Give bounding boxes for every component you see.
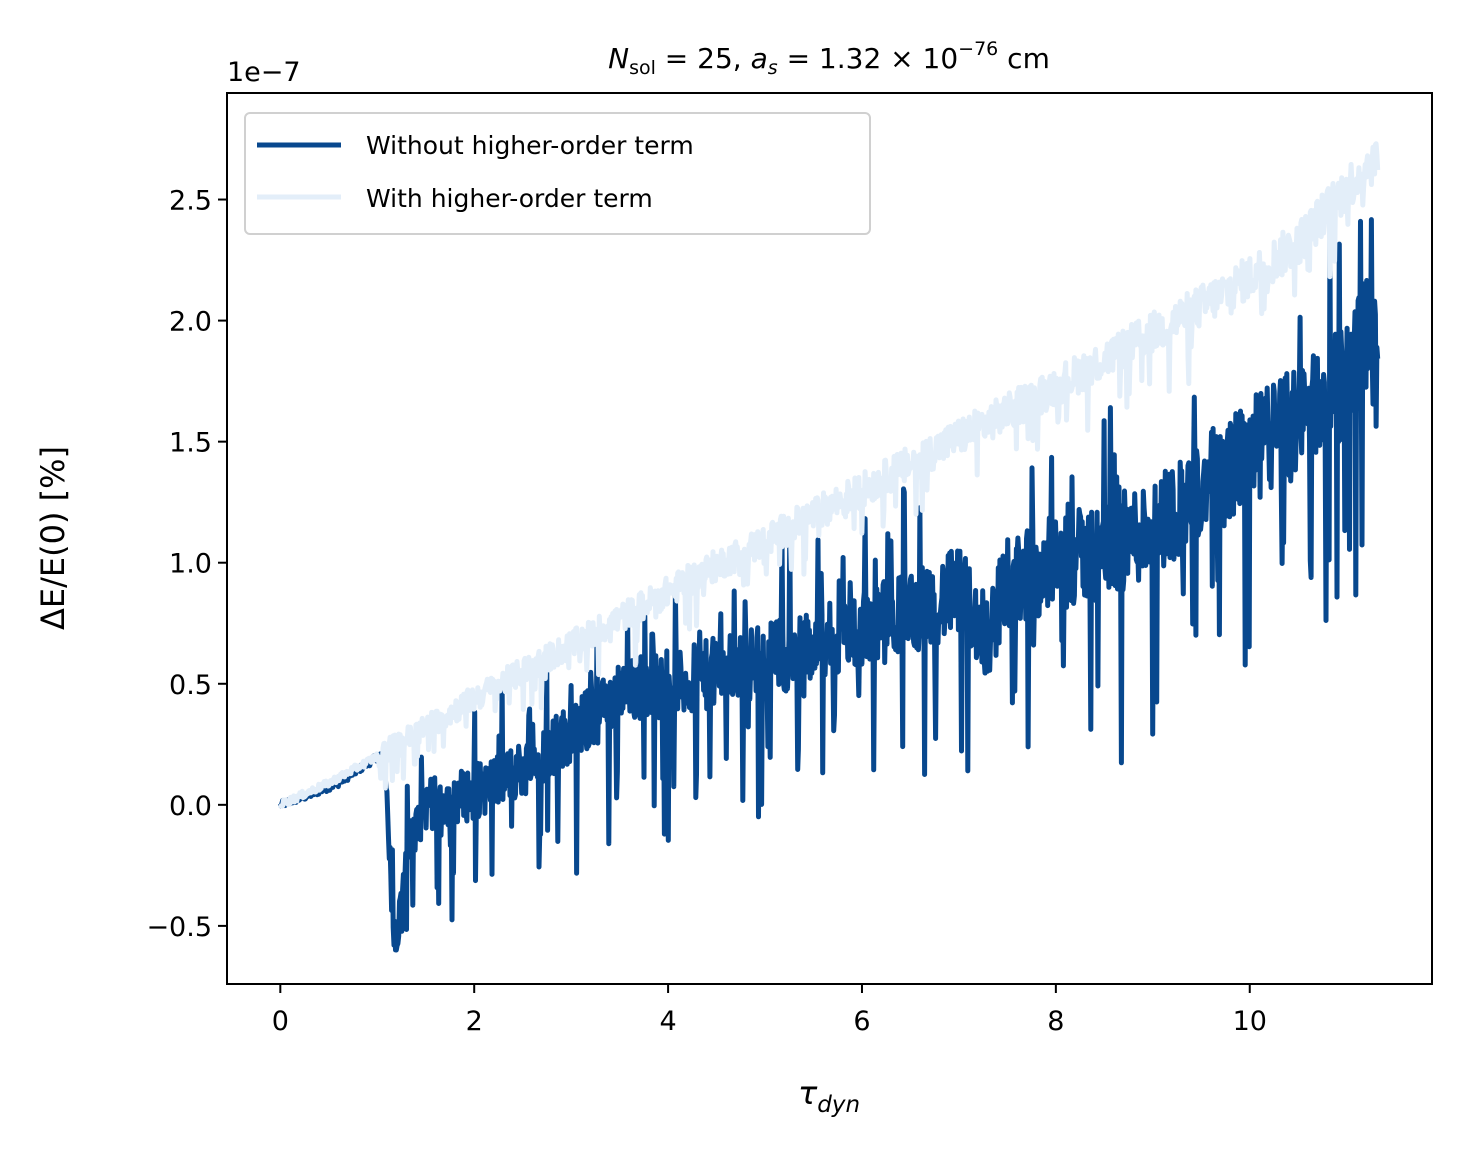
- y-axis-label: ΔE/E(0) [%]: [34, 446, 72, 630]
- legend-box: [244, 112, 871, 235]
- x-tick-label: 0: [272, 1006, 289, 1037]
- x-tick-label: 8: [1047, 1006, 1064, 1037]
- y-tick-label: 2.5: [169, 186, 212, 217]
- series-layer: [277, 141, 1381, 953]
- y-tick-label: 0.0: [169, 791, 212, 822]
- y-offset-text: 1e−7: [227, 57, 301, 88]
- x-tick-label: 2: [466, 1006, 483, 1037]
- x-tick-label: 6: [853, 1006, 870, 1037]
- legend-label-with: With higher-order term: [366, 184, 653, 213]
- y-axis-ticks: −0.5 0.0 0.5 1.0 1.5 2.0 2.5: [146, 186, 227, 943]
- series-line-without-higher-order: [277, 217, 1381, 953]
- x-axis-label: τdyn: [798, 1074, 860, 1118]
- plot-frame: [226, 92, 1433, 985]
- legend: Without higher-order term With higher-or…: [244, 112, 871, 235]
- y-tick-label: 1.5: [169, 428, 212, 459]
- x-tick-label: 4: [659, 1006, 676, 1037]
- x-axis-ticks: 0 2 4 6 8 10: [272, 984, 1267, 1037]
- x-tick-label: 10: [1233, 1006, 1267, 1037]
- series-line-with-higher-order: [277, 141, 1381, 810]
- y-tick-label: 0.5: [169, 670, 212, 701]
- chart-title: Nsol = 25, as = 1.32 × 10−76 cm: [608, 38, 1050, 79]
- y-tick-label: 2.0: [169, 307, 212, 338]
- legend-label-without: Without higher-order term: [366, 131, 694, 160]
- y-tick-label: 1.0: [169, 549, 212, 580]
- y-tick-label: −0.5: [146, 912, 212, 943]
